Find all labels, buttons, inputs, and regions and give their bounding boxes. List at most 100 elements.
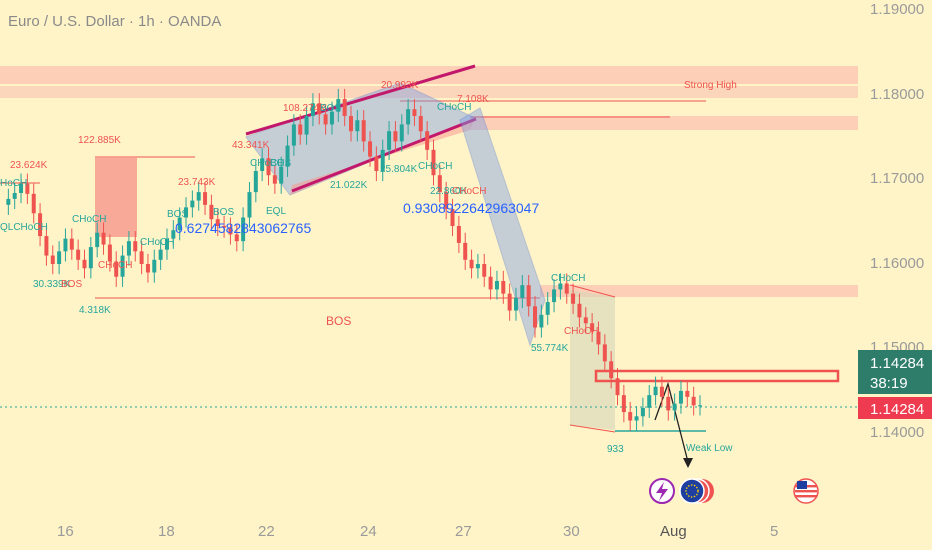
annotation: 30.339K: [33, 279, 71, 290]
annotation: 933: [607, 444, 624, 455]
candle-body: [329, 111, 334, 125]
candle-body: [552, 289, 557, 303]
candle-body: [609, 361, 614, 379]
candle-body: [507, 293, 512, 311]
candle-body: [260, 158, 265, 171]
candle-body: [437, 175, 442, 193]
candle-body: [304, 115, 309, 135]
annotation: 23.624K: [10, 160, 48, 171]
candle-body: [431, 149, 436, 176]
candle-body: [475, 264, 480, 269]
x-tick-label: Aug: [660, 523, 687, 540]
x-tick-label: 16: [57, 523, 74, 540]
annotation: CHoCH: [551, 273, 585, 284]
candle-body: [247, 192, 252, 218]
candle-body: [298, 124, 303, 135]
annotation: QLCHoCH: [0, 222, 48, 233]
annotation: CHoCH: [140, 237, 174, 248]
candle-body: [44, 236, 49, 256]
candle-body: [374, 156, 379, 171]
annotation: CHoCH: [418, 161, 452, 172]
candle-body: [494, 280, 499, 290]
candle-body: [361, 120, 366, 142]
supply-zone-top: [0, 66, 858, 84]
candle-body: [120, 255, 125, 277]
candle-body: [126, 241, 131, 256]
candle-body: [621, 395, 626, 413]
annotation: BOS: [167, 209, 188, 220]
supply-zone-lower: [470, 116, 858, 130]
annotation: 43.341K: [232, 140, 270, 151]
annotation: HoCH: [0, 178, 27, 189]
candle-body: [50, 255, 55, 265]
candle-body: [317, 103, 322, 115]
candle-body: [101, 232, 106, 245]
candle-body: [425, 131, 430, 150]
candle-body: [393, 131, 398, 142]
x-tick-label: 18: [158, 523, 175, 540]
candle-body: [520, 285, 525, 298]
candle-body: [513, 297, 518, 311]
candle-body: [368, 141, 373, 157]
range-top-line: [569, 284, 616, 298]
candle-body: [82, 259, 87, 269]
annotation: 4.318K: [79, 305, 111, 316]
annotation: 20.993K: [381, 80, 419, 91]
candle-body: [76, 249, 81, 260]
candle-body: [215, 219, 220, 226]
supply-block-left: [95, 157, 137, 237]
candle-body: [19, 183, 24, 193]
current-price-value: 1.14284: [870, 355, 924, 372]
candle-body: [184, 207, 189, 218]
candle-body: [666, 396, 671, 411]
lightning-icon[interactable]: [649, 478, 675, 504]
candle-body: [177, 217, 182, 231]
candle-body: [463, 242, 468, 260]
candle-body: [266, 158, 271, 176]
annotation: CHoCH: [72, 214, 106, 225]
candle-body: [691, 396, 696, 406]
channel-top-line: [245, 64, 476, 136]
bos-label: BOS: [326, 314, 351, 328]
candle-body: [336, 99, 341, 112]
candle-body: [558, 283, 563, 290]
candle-body: [279, 166, 284, 184]
candle-body: [634, 416, 639, 421]
candle-body: [95, 232, 100, 248]
candle-body: [590, 323, 595, 332]
eu-flag-icon[interactable]: [679, 478, 714, 504]
candle-body: [545, 302, 550, 315]
candle-body: [253, 170, 258, 193]
candle-body: [596, 331, 601, 345]
candle-body: [209, 204, 214, 220]
candle-body: [291, 124, 296, 146]
candle-body: [380, 149, 385, 171]
candle-body: [412, 109, 417, 116]
x-tick-label: 24: [360, 523, 377, 540]
candle-body: [107, 244, 112, 262]
candle-body: [310, 103, 315, 116]
candle-body: [539, 314, 544, 328]
annotation: EQL: [266, 206, 286, 217]
chart-title: Euro / U.S. Dollar · 1h · OANDA: [8, 13, 222, 30]
annotation: BOS: [213, 207, 234, 218]
y-tick-label: 1.19000: [870, 1, 924, 18]
x-tick-label: 5: [770, 523, 778, 540]
x-tick-label: 27: [455, 523, 472, 540]
candle-body: [685, 390, 690, 397]
candle-body: [418, 115, 423, 132]
weak-low-label: Weak Low: [686, 443, 733, 454]
candle-body: [114, 261, 119, 277]
candle-body: [190, 200, 195, 208]
candle-body: [25, 183, 30, 194]
candle-body: [406, 109, 411, 125]
candle-body: [57, 251, 62, 265]
candle-body: [203, 192, 208, 205]
annotation: CHoCH: [564, 326, 598, 337]
candle-countdown: 38:19: [870, 375, 908, 392]
us-flag-icon[interactable]: [793, 478, 819, 504]
annotation: BOS: [270, 158, 291, 169]
candle-body: [164, 238, 169, 250]
candle-body: [456, 225, 461, 243]
